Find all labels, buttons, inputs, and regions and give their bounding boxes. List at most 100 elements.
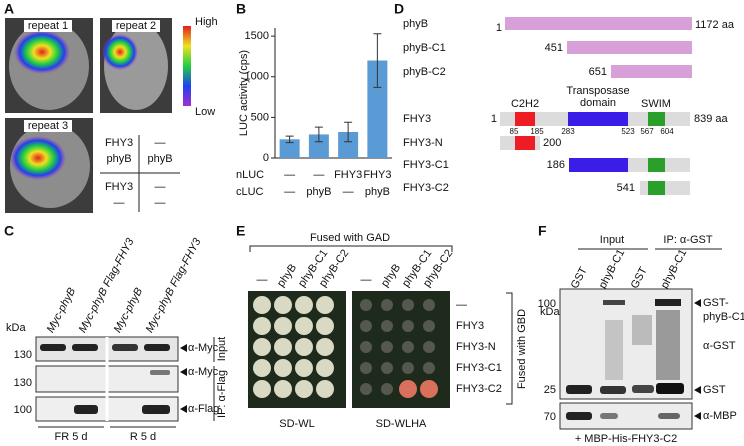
marker: 70 (544, 411, 556, 423)
marker: 25 (544, 384, 556, 396)
row-label: — (456, 299, 467, 311)
bracket (506, 292, 513, 405)
colony (381, 383, 393, 395)
smear (605, 320, 623, 380)
band-label: GST (703, 384, 726, 396)
band (144, 344, 170, 351)
colony (253, 380, 271, 398)
marker: 100 (538, 298, 556, 310)
band (656, 383, 684, 394)
lane-label: GST (629, 265, 650, 291)
band (72, 344, 98, 351)
band (600, 386, 626, 394)
error-bar (344, 121, 353, 143)
panel-c: C Myc-phyB Myc-phyB Flag-FHY3 Myc-phyB M… (4, 223, 228, 443)
scale-label: High (195, 16, 218, 28)
colony (253, 296, 271, 314)
colony (295, 338, 313, 356)
colony (381, 320, 393, 332)
colony (360, 320, 372, 332)
row-label: cLUC (236, 186, 264, 198)
colony (316, 338, 334, 356)
lane-label: Myc-phyB (45, 286, 79, 335)
colony (274, 338, 292, 356)
band-label: α-MBP (703, 410, 737, 422)
colony (253, 317, 271, 335)
band (150, 370, 170, 375)
colony (274, 296, 292, 314)
lane-label: Myc-phyB Flag-FHY3 (144, 236, 204, 335)
row-label: FHY3-C1 (456, 362, 502, 374)
colony (360, 362, 372, 374)
colony (360, 299, 372, 311)
unit-label: kDa (540, 306, 560, 318)
position: 1 (491, 113, 497, 125)
domain (569, 158, 628, 172)
domain-label: C2H2 (511, 98, 539, 110)
arrowhead (180, 405, 187, 413)
colony (402, 320, 414, 332)
band (566, 385, 592, 394)
footer: + MBP-His-FHY3-C2 (575, 433, 677, 445)
band (566, 412, 592, 420)
smear (656, 310, 680, 380)
group-label: IP: α-GST (663, 234, 712, 246)
band (142, 405, 170, 414)
arrowhead (180, 344, 187, 352)
band (603, 300, 625, 305)
unit-label: kDa (6, 322, 26, 334)
colony (316, 296, 334, 314)
colony (274, 359, 292, 377)
colony (423, 299, 435, 311)
smear (632, 315, 652, 345)
colony (274, 380, 292, 398)
bracket (249, 245, 453, 252)
luminescence (102, 34, 138, 70)
luminescence (14, 30, 70, 74)
domain-label: domain (580, 97, 616, 109)
colony (381, 362, 393, 374)
colony (295, 317, 313, 335)
lane-label: phyB-C1 (659, 247, 690, 290)
column-label: — (257, 274, 268, 286)
y-tick-label: 1000 (245, 71, 269, 83)
band (632, 385, 654, 393)
y-axis-title: LUC activity (cps) (238, 50, 250, 136)
domain-label: Transposase (566, 85, 629, 97)
position: 567 (640, 127, 654, 136)
marker: 130 (14, 349, 32, 361)
y-tick-label: 500 (251, 111, 269, 123)
panel-label: B (236, 1, 246, 17)
position: 604 (660, 127, 674, 136)
position: 1172 aa (695, 19, 735, 31)
row-label: FHY3 (456, 320, 484, 332)
y-tick-label: 1500 (245, 30, 269, 42)
colony (316, 359, 334, 377)
scale-label: Low (195, 106, 215, 118)
band (112, 344, 138, 351)
luminescence (10, 136, 66, 180)
panel-label: D (394, 1, 404, 17)
bar (308, 134, 329, 158)
panel-label: E (236, 223, 245, 239)
condition-label: R 5 d (130, 431, 156, 443)
medium-label: SD-WL (279, 418, 314, 430)
lane-label: GST (569, 265, 590, 291)
probe-label: α-Flag (188, 403, 219, 415)
label-box (112, 20, 160, 32)
panel-f: F Input IP: α-GST GST phyB-C1 GST phyB-C… (538, 223, 744, 445)
colony (399, 380, 417, 398)
construct-name: FHY3-N (403, 137, 443, 149)
image-label: repeat 1 (28, 20, 68, 32)
bar (338, 132, 359, 158)
column-label: phyB (379, 262, 403, 289)
panel-e: E Fused with GAD Fused with GBD SD-WL SD… (236, 223, 528, 430)
medium-label: SD-WLHA (376, 418, 427, 430)
colony (402, 299, 414, 311)
label-box (24, 120, 72, 132)
colony (420, 380, 438, 398)
colony (274, 317, 292, 335)
x-tick-label: — (313, 169, 324, 181)
band (658, 413, 680, 419)
colony (423, 362, 435, 374)
